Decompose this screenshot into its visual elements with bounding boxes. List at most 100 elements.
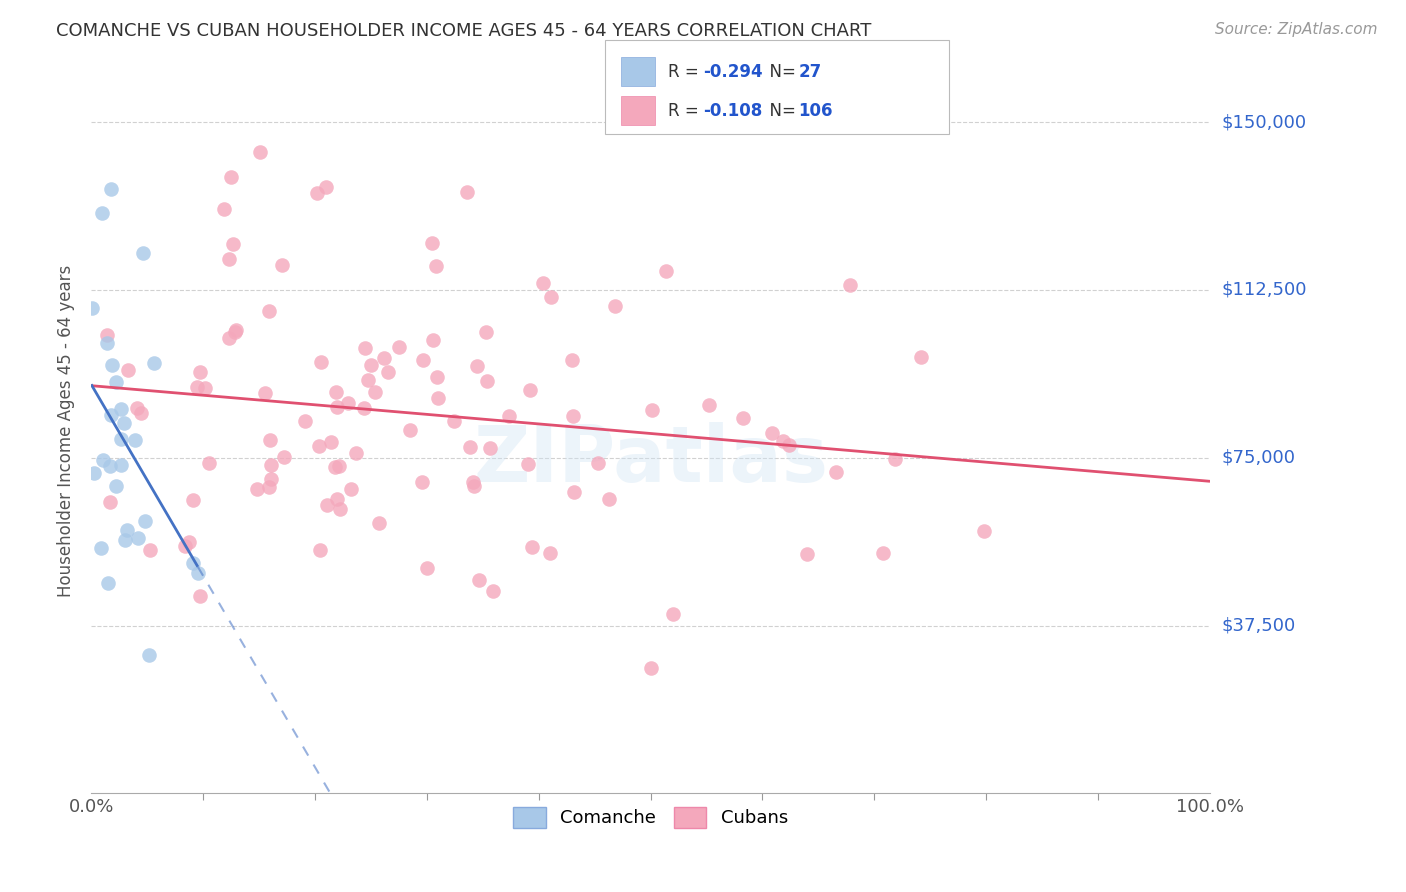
Point (538, 546, 561, 560)
Point (498, 409, 520, 423)
Point (188, 590, 211, 604)
Point (117, 363, 139, 377)
Point (249, 145, 271, 159)
Point (259, 434, 281, 448)
Point (346, 446, 368, 460)
Point (89, 541, 111, 555)
Point (357, 373, 380, 387)
Point (309, 355, 332, 369)
Point (132, 246, 155, 260)
Point (114, 533, 136, 547)
Point (353, 341, 375, 355)
Point (100, 182, 122, 196)
Point (143, 356, 166, 370)
Point (181, 492, 204, 507)
Point (884, 451, 907, 466)
Point (825, 465, 848, 479)
Text: -0.108: -0.108 (703, 102, 762, 120)
Point (540, 290, 562, 304)
Point (97, 576, 120, 591)
Point (778, 437, 800, 451)
Point (110, 432, 132, 446)
Point (655, 264, 678, 278)
Point (212, 202, 235, 217)
Point (246, 482, 269, 496)
Point (219, 170, 242, 185)
Point (91, 206, 114, 220)
Point (96, 336, 118, 351)
Point (426, 370, 449, 384)
Y-axis label: Householder Income Ages 45 - 64 years: Householder Income Ages 45 - 64 years (58, 265, 75, 597)
Text: 27: 27 (799, 62, 823, 80)
Point (124, 434, 146, 448)
Point (699, 398, 721, 412)
Point (340, 482, 363, 496)
Point (475, 374, 498, 388)
Point (456, 186, 478, 200)
Point (516, 457, 538, 471)
Point (225, 323, 247, 337)
Point (93, 453, 115, 467)
Point (474, 325, 496, 339)
Text: Source: ZipAtlas.com: Source: ZipAtlas.com (1215, 22, 1378, 37)
Point (772, 434, 794, 448)
Point (328, 502, 350, 516)
Point (83, 466, 105, 480)
Text: R =: R = (668, 62, 704, 80)
Point (273, 450, 295, 464)
Point (796, 548, 818, 562)
Point (458, 440, 481, 454)
Point (426, 391, 449, 405)
Point (218, 331, 240, 345)
Point (872, 545, 894, 559)
Point (420, 235, 443, 250)
Point (194, 381, 217, 395)
Point (326, 491, 349, 506)
Point (838, 278, 860, 293)
Point (562, 484, 585, 499)
Point (321, 435, 343, 450)
Point (305, 186, 328, 200)
Point (105, 479, 128, 493)
Point (368, 516, 391, 531)
Point (186, 380, 208, 394)
Point (181, 556, 204, 570)
Point (131, 406, 153, 420)
Point (190, 365, 212, 379)
Point (177, 535, 200, 549)
Point (222, 236, 245, 251)
Point (101, 358, 124, 372)
Point (411, 475, 433, 490)
Point (467, 573, 489, 587)
Point (100, 408, 122, 422)
Text: R =: R = (668, 102, 704, 120)
Point (110, 401, 132, 416)
Point (294, 414, 316, 428)
Point (224, 325, 246, 339)
Point (134, 514, 156, 528)
Text: $112,500: $112,500 (1222, 281, 1306, 299)
Point (388, 340, 411, 354)
Point (399, 423, 422, 437)
Point (110, 458, 132, 472)
Point (373, 351, 395, 365)
Point (328, 459, 350, 474)
Point (605, 299, 627, 313)
Point (761, 425, 783, 440)
Point (112, 417, 135, 431)
Point (973, 524, 995, 539)
Point (187, 566, 209, 581)
Point (325, 384, 347, 399)
Point (96, 328, 118, 343)
Point (259, 473, 281, 487)
Point (662, 607, 685, 622)
Point (257, 480, 280, 494)
Point (336, 396, 359, 410)
Point (531, 276, 554, 290)
Point (315, 499, 337, 513)
Point (257, 304, 280, 318)
Point (425, 259, 447, 273)
Point (127, 531, 149, 545)
Point (125, 401, 148, 415)
Point (465, 359, 488, 373)
